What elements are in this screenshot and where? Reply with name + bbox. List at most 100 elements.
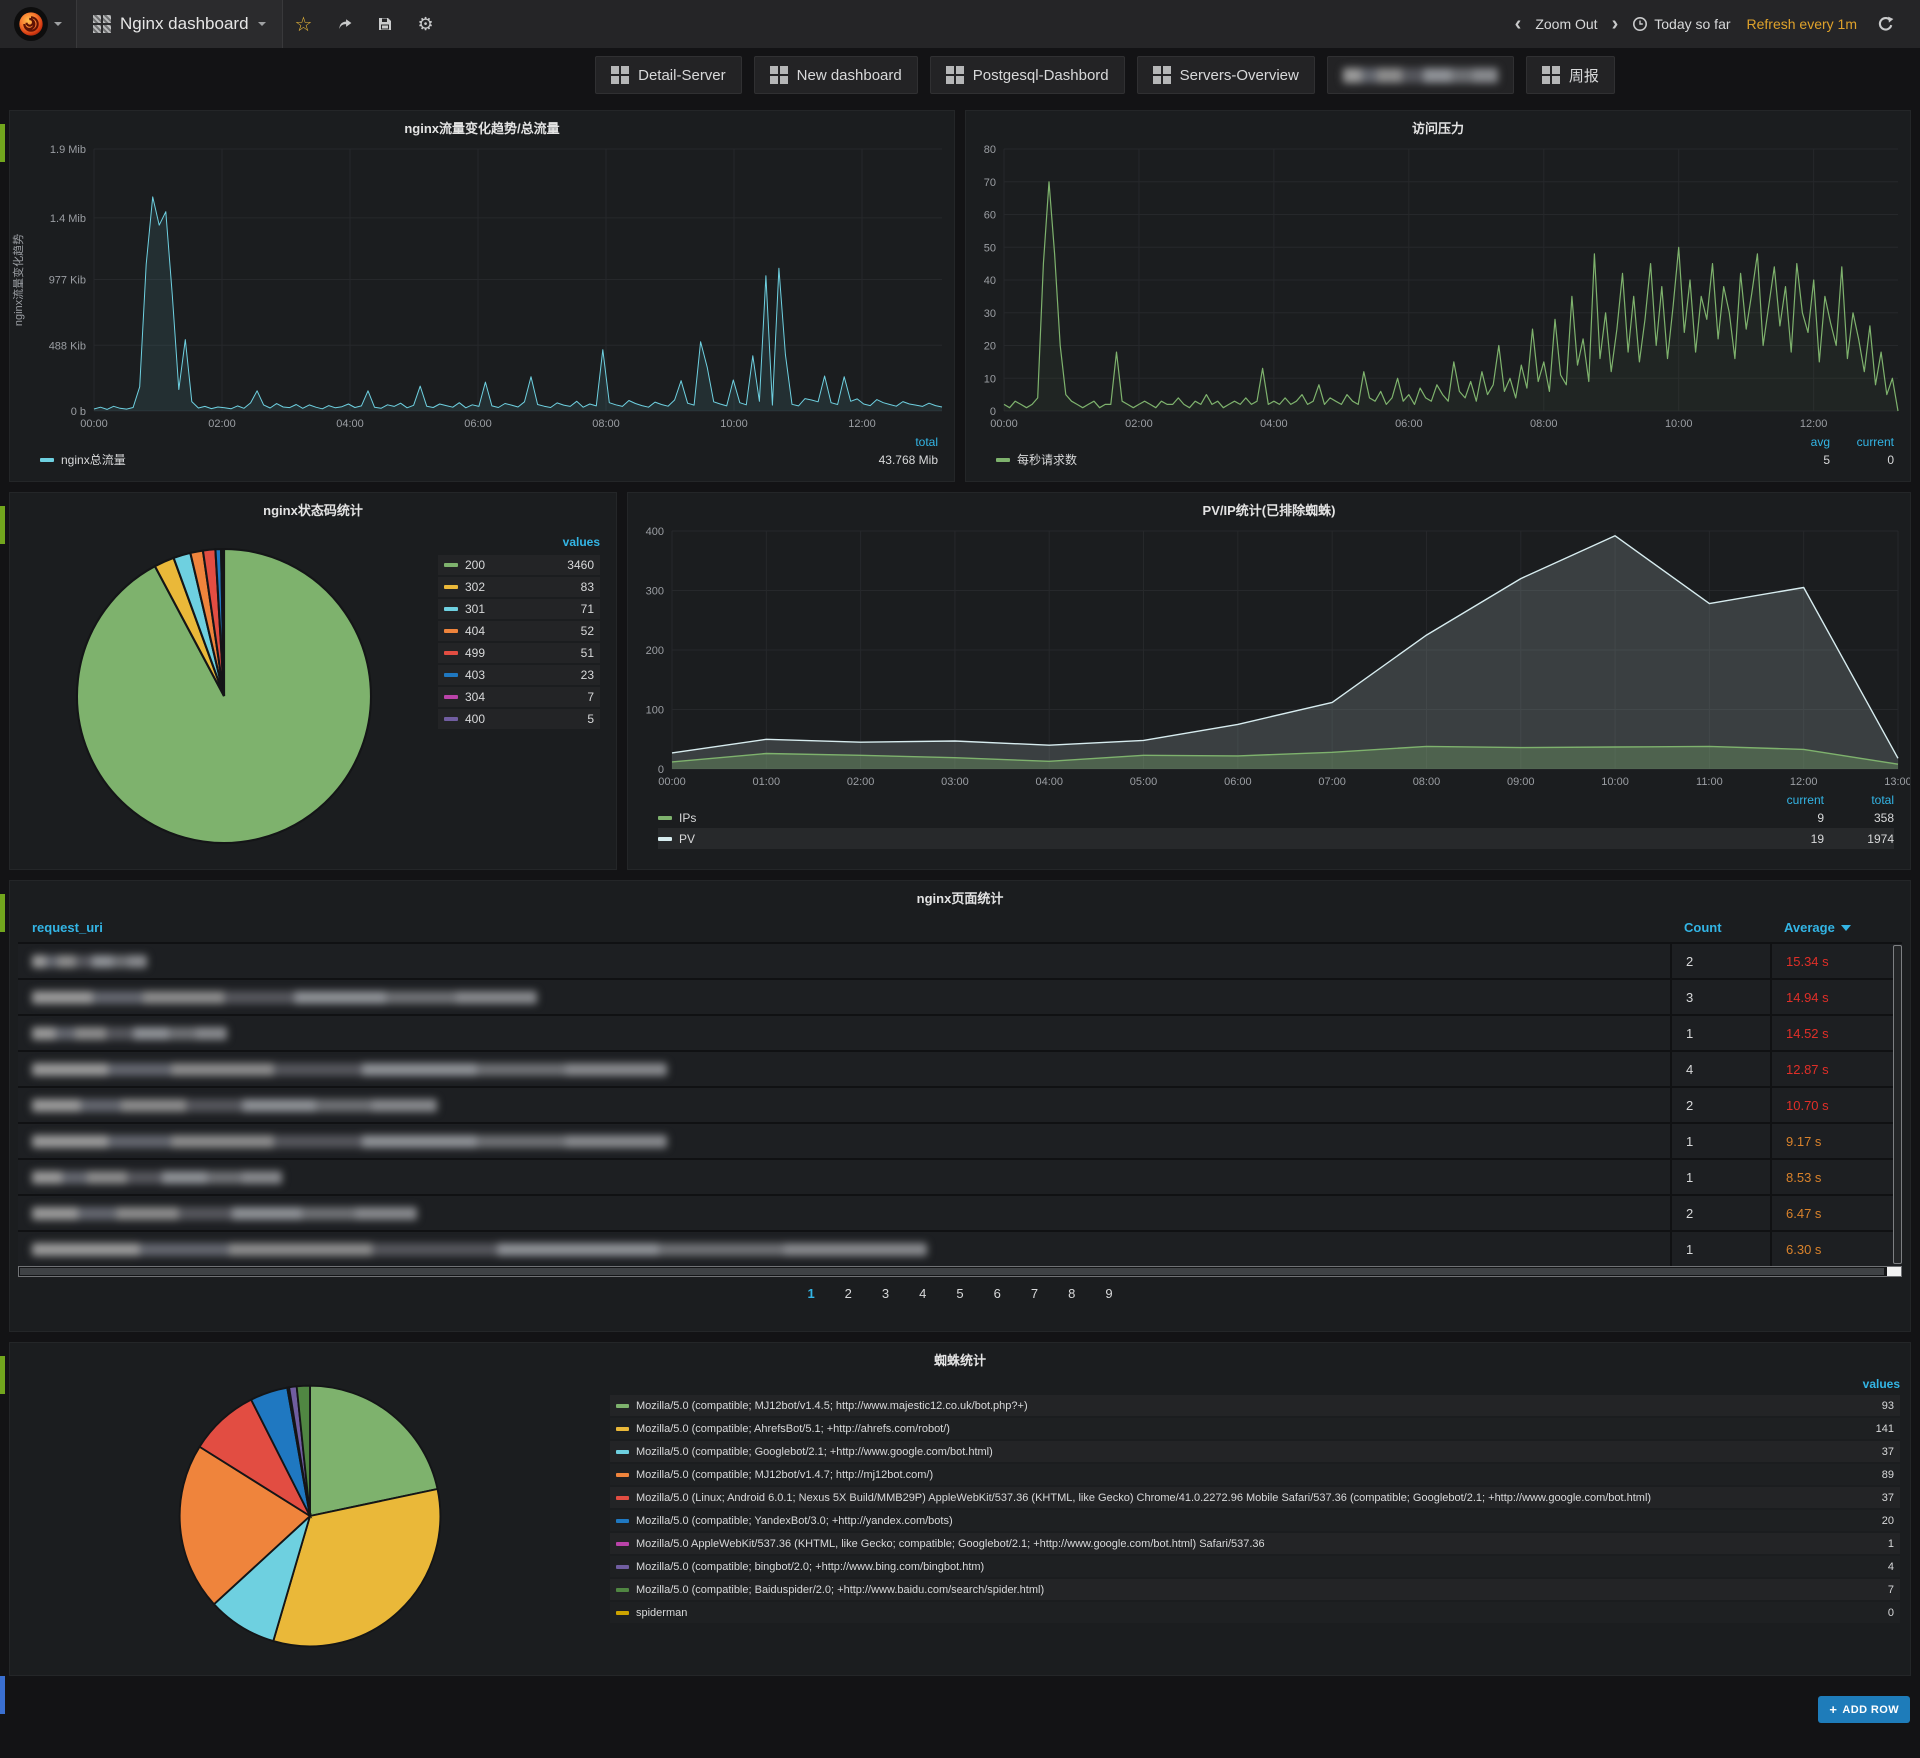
series-label[interactable]: 304 bbox=[465, 690, 485, 704]
cell-average: 9.17 s bbox=[1770, 1124, 1902, 1158]
series-color-marker bbox=[444, 563, 458, 567]
series-label[interactable]: Mozilla/5.0 AppleWebKit/537.36 (KHTML, l… bbox=[636, 1538, 1265, 1550]
dashboard-link-周报[interactable]: 周报 bbox=[1526, 56, 1615, 94]
cell-request-uri[interactable] bbox=[18, 1052, 1670, 1086]
series-label[interactable]: IPs bbox=[679, 811, 696, 825]
cell-request-uri[interactable] bbox=[18, 1016, 1670, 1050]
series-label[interactable]: Mozilla/5.0 (compatible; bingbot/2.0; +h… bbox=[636, 1561, 984, 1573]
row-handle[interactable] bbox=[0, 894, 5, 932]
svg-text:07:00: 07:00 bbox=[1318, 776, 1346, 788]
scrollbar-handle[interactable] bbox=[1887, 1267, 1901, 1276]
traffic-chart[interactable]: 0 b488 Kib977 Kib1.4 Mib1.9 Mib00:0002:0… bbox=[10, 141, 954, 433]
page-link-2[interactable]: 2 bbox=[845, 1286, 852, 1301]
zoom-out-button[interactable]: Zoom Out bbox=[1527, 16, 1605, 32]
panel-title-traffic[interactable]: nginx流量变化趋势/总流量 bbox=[10, 111, 954, 141]
panel-traffic: nginx流量变化趋势/总流量 0 b488 Kib977 Kib1.4 Mib… bbox=[9, 110, 955, 482]
settings-button[interactable]: ⚙ bbox=[405, 0, 445, 48]
panel-title-spider[interactable]: 蜘蛛统计 bbox=[10, 1343, 1910, 1373]
dashboard-link-redacted[interactable] bbox=[1327, 56, 1514, 94]
traffic-legend: total nginx总流量 43.768 Mib bbox=[10, 433, 954, 476]
table-header: request_uri Count Average bbox=[18, 913, 1902, 942]
column-header-request-uri[interactable]: request_uri bbox=[18, 913, 1670, 942]
series-label[interactable]: 每秒请求数 bbox=[1017, 451, 1077, 468]
column-header-average[interactable]: Average bbox=[1770, 913, 1902, 942]
row-handle[interactable] bbox=[0, 1356, 5, 1394]
pressure-chart[interactable]: 0102030405060708000:0002:0004:0006:0008:… bbox=[966, 141, 1910, 433]
dashboard-link-Detail-Server[interactable]: Detail-Server bbox=[595, 56, 742, 94]
cell-request-uri[interactable] bbox=[18, 1124, 1670, 1158]
page-link-9[interactable]: 9 bbox=[1105, 1286, 1112, 1301]
panel-title-pvip[interactable]: PV/IP统计(已排除蜘蛛) bbox=[628, 493, 1910, 523]
legend-item-499: 49951 bbox=[438, 643, 600, 663]
page-link-7[interactable]: 7 bbox=[1031, 1286, 1038, 1301]
refresh-icon bbox=[1877, 16, 1894, 33]
panel-title-pressure[interactable]: 访问压力 bbox=[966, 111, 1910, 141]
panel-title-table[interactable]: nginx页面统计 bbox=[10, 881, 1910, 911]
time-forward-button[interactable]: › bbox=[1606, 13, 1625, 36]
page-link-1[interactable]: 1 bbox=[807, 1286, 814, 1301]
page-link-8[interactable]: 8 bbox=[1068, 1286, 1075, 1301]
row-handle[interactable] bbox=[0, 124, 5, 162]
table-vertical-scrollbar[interactable] bbox=[1893, 945, 1902, 1264]
spider-pie-chart[interactable] bbox=[177, 1383, 443, 1649]
series-label[interactable]: 400 bbox=[465, 712, 485, 726]
dashboard-link-Servers-Overview[interactable]: Servers-Overview bbox=[1137, 56, 1315, 94]
series-label[interactable]: Mozilla/5.0 (compatible; MJ12bot/v1.4.7;… bbox=[636, 1469, 933, 1481]
table-horizontal-scrollbar[interactable] bbox=[18, 1266, 1902, 1277]
save-button[interactable] bbox=[365, 0, 405, 48]
pie-slice-400[interactable] bbox=[223, 549, 224, 696]
column-header-count[interactable]: Count bbox=[1670, 913, 1770, 942]
series-label[interactable]: Mozilla/5.0 (compatible; AhrefsBot/5.1; … bbox=[636, 1423, 950, 1435]
cell-count: 1 bbox=[1670, 1016, 1770, 1050]
dashboard-link-New dashboard[interactable]: New dashboard bbox=[754, 56, 918, 94]
star-button[interactable]: ☆ bbox=[283, 0, 325, 48]
cell-request-uri[interactable] bbox=[18, 1160, 1670, 1194]
status-pie-chart[interactable] bbox=[74, 546, 374, 846]
add-row-button[interactable]: +ADD ROW bbox=[1818, 1696, 1910, 1723]
page-link-5[interactable]: 5 bbox=[956, 1286, 963, 1301]
refresh-button[interactable] bbox=[1865, 16, 1906, 33]
series-label[interactable]: 301 bbox=[465, 602, 485, 616]
time-range-button[interactable]: Today so far bbox=[1624, 16, 1738, 32]
cell-request-uri[interactable] bbox=[18, 980, 1670, 1014]
row-handle[interactable] bbox=[0, 506, 5, 544]
svg-text:11:00: 11:00 bbox=[1696, 776, 1723, 788]
series-label[interactable]: PV bbox=[679, 832, 695, 846]
page-link-4[interactable]: 4 bbox=[919, 1286, 926, 1301]
share-button[interactable] bbox=[324, 0, 365, 48]
series-label[interactable]: 403 bbox=[465, 668, 485, 682]
cell-request-uri[interactable] bbox=[18, 1088, 1670, 1122]
series-label[interactable]: 302 bbox=[465, 580, 485, 594]
series-label[interactable]: Mozilla/5.0 (compatible; Baiduspider/2.0… bbox=[636, 1584, 1044, 1596]
grafana-logo-menu[interactable] bbox=[0, 0, 76, 48]
pvip-chart[interactable]: 010020030040000:0001:0002:0003:0004:0005… bbox=[628, 523, 1910, 791]
redacted-uri bbox=[32, 1063, 667, 1076]
cell-average: 12.87 s bbox=[1770, 1052, 1902, 1086]
series-label[interactable]: Mozilla/5.0 (compatible; Googlebot/2.1; … bbox=[636, 1446, 993, 1458]
series-label[interactable]: 404 bbox=[465, 624, 485, 638]
svg-text:10: 10 bbox=[984, 373, 996, 385]
scrollbar-thumb[interactable] bbox=[20, 1268, 1884, 1275]
cell-request-uri[interactable] bbox=[18, 1196, 1670, 1230]
dashboard-link-Postgesql-Dashbord[interactable]: Postgesql-Dashbord bbox=[930, 56, 1125, 94]
series-label[interactable]: nginx总流量 bbox=[61, 451, 126, 468]
page-link-6[interactable]: 6 bbox=[994, 1286, 1001, 1301]
cell-request-uri[interactable] bbox=[18, 944, 1670, 978]
panel-title-status[interactable]: nginx状态码统计 bbox=[10, 493, 616, 523]
series-label[interactable]: Mozilla/5.0 (compatible; YandexBot/3.0; … bbox=[636, 1515, 953, 1527]
dashboard-picker[interactable]: Nginx dashboard bbox=[76, 0, 283, 48]
series-label[interactable]: Mozilla/5.0 (Linux; Android 6.0.1; Nexus… bbox=[636, 1492, 1651, 1504]
new-row-handle[interactable] bbox=[0, 1676, 5, 1714]
series-label[interactable]: 200 bbox=[465, 558, 485, 572]
series-label[interactable]: Mozilla/5.0 (compatible; MJ12bot/v1.4.5;… bbox=[636, 1400, 1028, 1412]
series-label[interactable]: spiderman bbox=[636, 1607, 687, 1619]
refresh-interval-button[interactable]: Refresh every 1m bbox=[1739, 16, 1865, 32]
cell-request-uri[interactable] bbox=[18, 1232, 1670, 1266]
page-link-3[interactable]: 3 bbox=[882, 1286, 889, 1301]
series-label[interactable]: 499 bbox=[465, 646, 485, 660]
time-back-button[interactable]: ‹ bbox=[1509, 13, 1528, 36]
legend-item-2: Mozilla/5.0 (compatible; AhrefsBot/5.1; … bbox=[610, 1418, 1900, 1439]
legend-item-IPs: IPs9358 bbox=[658, 807, 1894, 828]
series-color-marker bbox=[616, 1427, 629, 1431]
navbar: Nginx dashboard ☆ ⚙ ‹ Zoom Out › Today s… bbox=[0, 0, 1920, 48]
